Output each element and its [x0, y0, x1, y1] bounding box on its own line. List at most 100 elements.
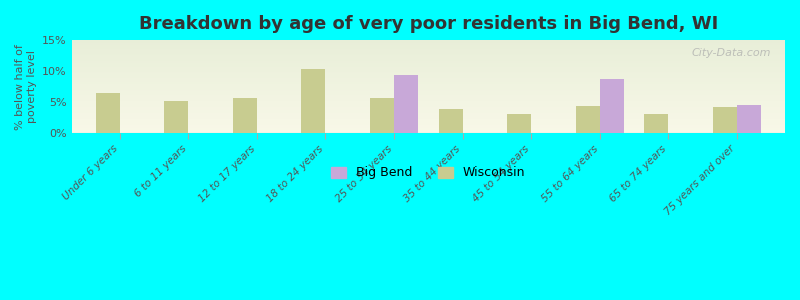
Bar — [72, 116, 785, 117]
Bar — [72, 88, 785, 89]
Bar — [370, 98, 394, 133]
Bar — [72, 65, 785, 66]
Bar — [72, 55, 785, 56]
Text: City-Data.com: City-Data.com — [691, 47, 770, 58]
Bar — [72, 63, 785, 64]
Bar — [72, 46, 785, 47]
Bar — [72, 41, 785, 42]
Bar — [72, 71, 785, 72]
Bar — [72, 107, 785, 108]
Bar — [72, 58, 785, 59]
Bar — [72, 69, 785, 70]
Bar — [72, 50, 785, 51]
Bar — [438, 109, 462, 133]
Bar — [72, 123, 785, 124]
Bar — [72, 61, 785, 62]
Bar — [72, 81, 785, 82]
Bar — [72, 112, 785, 113]
Bar — [72, 105, 785, 106]
Bar — [72, 95, 785, 96]
Bar — [233, 98, 257, 133]
Bar — [713, 107, 737, 133]
Bar — [72, 96, 785, 97]
Legend: Big Bend, Wisconsin: Big Bend, Wisconsin — [326, 161, 530, 184]
Bar — [72, 76, 785, 77]
Bar — [72, 110, 785, 111]
Bar — [72, 66, 785, 67]
Bar — [72, 47, 785, 48]
Bar — [72, 111, 785, 112]
Bar — [72, 53, 785, 54]
Bar — [72, 52, 785, 53]
Bar — [72, 64, 785, 65]
Bar — [72, 109, 785, 110]
Bar — [72, 89, 785, 90]
Bar — [576, 106, 600, 133]
Bar — [72, 70, 785, 71]
Bar — [72, 129, 785, 130]
Bar — [72, 72, 785, 73]
Bar — [72, 124, 785, 125]
Bar — [72, 61, 785, 62]
Bar — [72, 99, 785, 100]
Bar — [72, 75, 785, 76]
Bar — [72, 68, 785, 69]
Bar — [72, 94, 785, 95]
Bar — [72, 49, 785, 50]
Bar — [72, 108, 785, 109]
Bar — [72, 82, 785, 83]
Bar — [72, 56, 785, 57]
Bar — [72, 44, 785, 45]
Bar — [72, 54, 785, 55]
Bar — [164, 101, 188, 133]
Bar — [72, 131, 785, 132]
Bar — [96, 93, 120, 133]
Bar — [72, 97, 785, 98]
Bar — [72, 91, 785, 92]
Bar — [72, 85, 785, 86]
Bar — [72, 106, 785, 107]
Bar — [72, 79, 785, 80]
Bar — [507, 114, 531, 133]
Bar — [72, 57, 785, 58]
Bar — [72, 122, 785, 123]
Bar — [72, 43, 785, 44]
Bar — [72, 120, 785, 121]
Bar — [72, 103, 785, 104]
Bar — [72, 125, 785, 126]
Bar — [302, 69, 326, 133]
Bar — [394, 75, 418, 133]
Bar — [72, 119, 785, 120]
Bar — [72, 117, 785, 118]
Bar — [72, 77, 785, 78]
Bar — [72, 51, 785, 52]
Bar — [72, 80, 785, 81]
Bar — [72, 130, 785, 131]
Bar — [72, 74, 785, 75]
Bar — [72, 100, 785, 101]
Bar — [72, 90, 785, 91]
Bar — [72, 101, 785, 102]
Bar — [72, 84, 785, 85]
Bar — [72, 118, 785, 119]
Bar — [72, 59, 785, 60]
Title: Breakdown by age of very poor residents in Big Bend, WI: Breakdown by age of very poor residents … — [138, 15, 718, 33]
Bar — [72, 83, 785, 84]
Bar — [72, 132, 785, 133]
Bar — [72, 62, 785, 63]
Bar — [72, 102, 785, 103]
Bar — [72, 40, 785, 41]
Bar — [72, 73, 785, 74]
Bar — [72, 92, 785, 93]
Bar — [72, 104, 785, 105]
Y-axis label: % below half of
poverty level: % below half of poverty level — [15, 44, 37, 130]
Bar — [72, 67, 785, 68]
Bar — [72, 86, 785, 87]
Bar — [72, 87, 785, 88]
Bar — [72, 45, 785, 46]
Bar — [72, 78, 785, 79]
Bar — [644, 114, 668, 133]
Bar — [72, 115, 785, 116]
Bar — [72, 113, 785, 114]
Bar — [72, 42, 785, 43]
